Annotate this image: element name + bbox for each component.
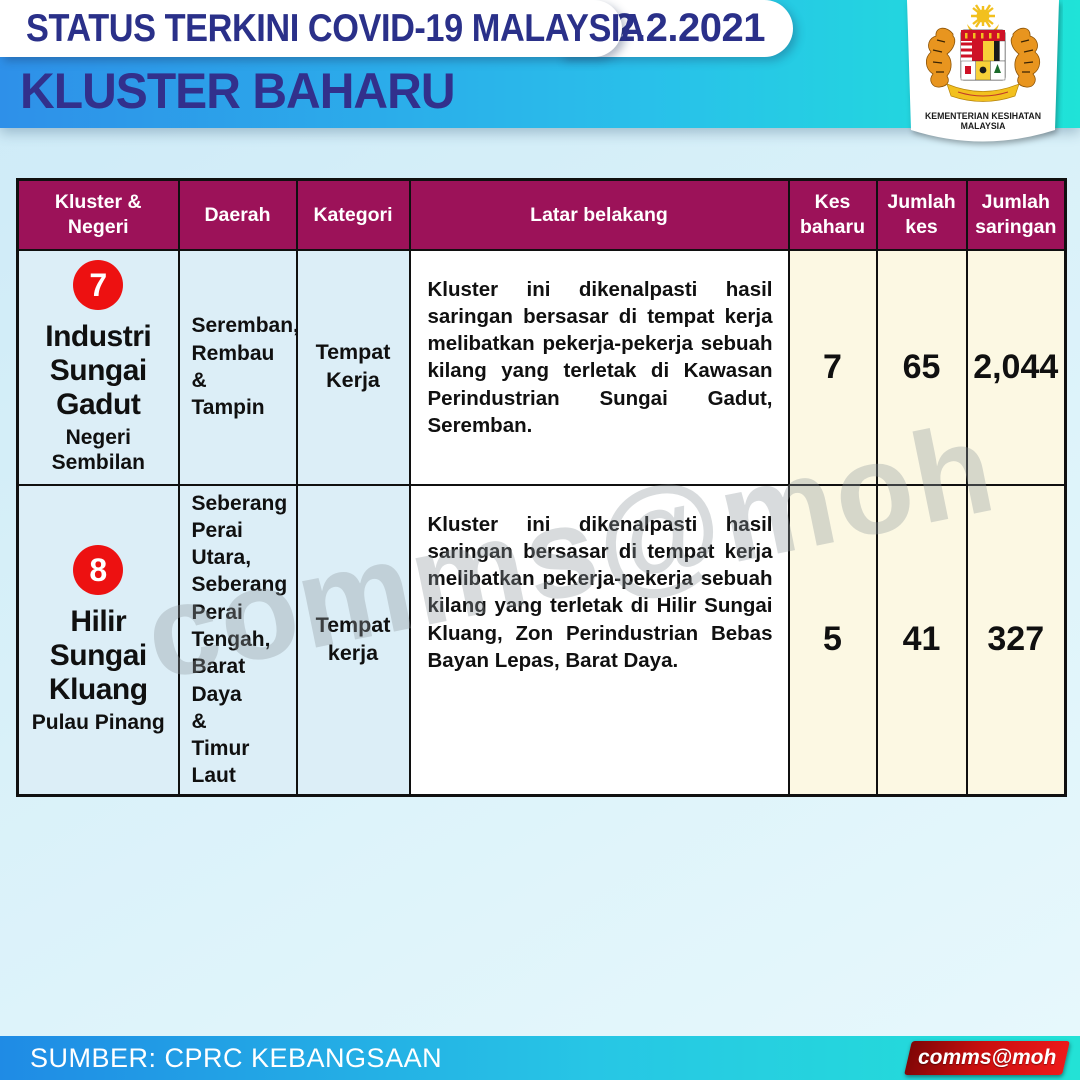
cell-jumlah-saringan: 327 <box>965 483 1067 797</box>
cell-daerah: Seberang Perai Utara, Seberang Perai Ten… <box>177 483 298 797</box>
cell-cluster-negeri: 8 Hilir Sungai Kluang Pulau Pinang <box>16 483 180 797</box>
column-header-kes-baharu: Kes baharu <box>787 178 878 251</box>
comms-moh-badge: comms@moh <box>903 1041 1070 1075</box>
column-header-jumlah-kes: Jumlah kes <box>875 178 968 251</box>
cluster-state: Pulau Pinang <box>31 711 165 735</box>
malaysia-coat-of-arms-icon <box>907 0 1059 142</box>
table-row: 7 Industri Sungai Gadut Negeri Sembilan … <box>16 248 1067 486</box>
title-pill: STATUS TERKINI COVID-19 MALAYSIA <box>0 0 645 57</box>
cell-kategori: Tempat Kerja <box>295 248 411 486</box>
source-label: SUMBER: CPRC KEBANGSAAN <box>30 1042 443 1073</box>
cell-jumlah-saringan: 2,044 <box>965 248 1067 486</box>
moh-logo: KEMENTERIAN KESIHATAN MALAYSIA <box>903 0 1063 154</box>
cell-kategori: Tempat kerja <box>295 483 411 797</box>
cluster-number-badge: 8 <box>73 545 124 596</box>
cluster-table: Kluster & Negeri Daerah Kategori Latar b… <box>16 178 1067 797</box>
table-row: 8 Hilir Sungai Kluang Pulau Pinang Seber… <box>16 483 1067 797</box>
comms-moh-label: comms@moh <box>917 1046 1056 1069</box>
page-title: STATUS TERKINI COVID-19 MALAYSIA <box>26 6 645 50</box>
cluster-name: Industri Sungai Gadut <box>45 320 152 421</box>
cell-jumlah-kes: 41 <box>875 483 968 797</box>
cluster-name: Hilir Sungai Kluang <box>48 605 148 707</box>
column-header-daerah: Daerah <box>177 178 298 251</box>
cell-kes-baharu: 7 <box>787 248 878 486</box>
cell-jumlah-kes: 65 <box>875 248 968 486</box>
page-subtitle: KLUSTER BAHARU <box>20 63 456 119</box>
cell-daerah: Seremban, Rembau & Tampin <box>177 248 299 486</box>
cluster-number-badge: 7 <box>73 260 124 311</box>
cluster-state: Negeri Sembilan <box>51 425 145 475</box>
column-header-kategori: Kategori <box>295 178 411 251</box>
footer-bar: SUMBER: CPRC KEBANGSAAN comms@moh <box>0 1036 1080 1080</box>
column-header-latar-belakang: Latar belakang <box>408 178 790 251</box>
column-header-kluster-negeri: Kluster & Negeri <box>16 178 180 251</box>
cell-cluster-negeri: 7 Industri Sungai Gadut Negeri Sembilan <box>16 248 180 486</box>
ministry-name: KEMENTERIAN KESIHATAN MALAYSIA <box>924 111 1042 131</box>
column-header-jumlah-saringan: Jumlah saringan <box>965 178 1067 251</box>
table-header-row: Kluster & Negeri Daerah Kategori Latar b… <box>16 178 1067 251</box>
cell-latar-belakang: Kluster ini dikenalpasti hasil saringan … <box>408 483 790 797</box>
cell-kes-baharu: 5 <box>787 483 878 797</box>
cell-latar-belakang: Kluster ini dikenalpasti hasil saringan … <box>408 248 790 486</box>
